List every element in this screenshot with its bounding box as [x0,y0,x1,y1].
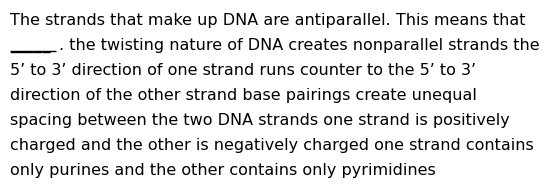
Text: only purines and the other contains only pyrimidines: only purines and the other contains only… [10,163,436,178]
Text: direction of the other strand base pairings create unequal: direction of the other strand base pairi… [10,88,477,103]
Text: The strands that make up DNA are antiparallel. This means that: The strands that make up DNA are antipar… [10,13,526,28]
Text: . the twisting nature of DNA creates nonparallel strands the: . the twisting nature of DNA creates non… [59,38,539,53]
Text: 5’ to 3’ direction of one strand runs counter to the 5’ to 3’: 5’ to 3’ direction of one strand runs co… [10,63,476,78]
Text: _____: _____ [10,38,51,53]
Text: charged and the other is negatively charged one strand contains: charged and the other is negatively char… [10,138,534,153]
Text: spacing between the two DNA strands one strand is positively: spacing between the two DNA strands one … [10,113,510,128]
